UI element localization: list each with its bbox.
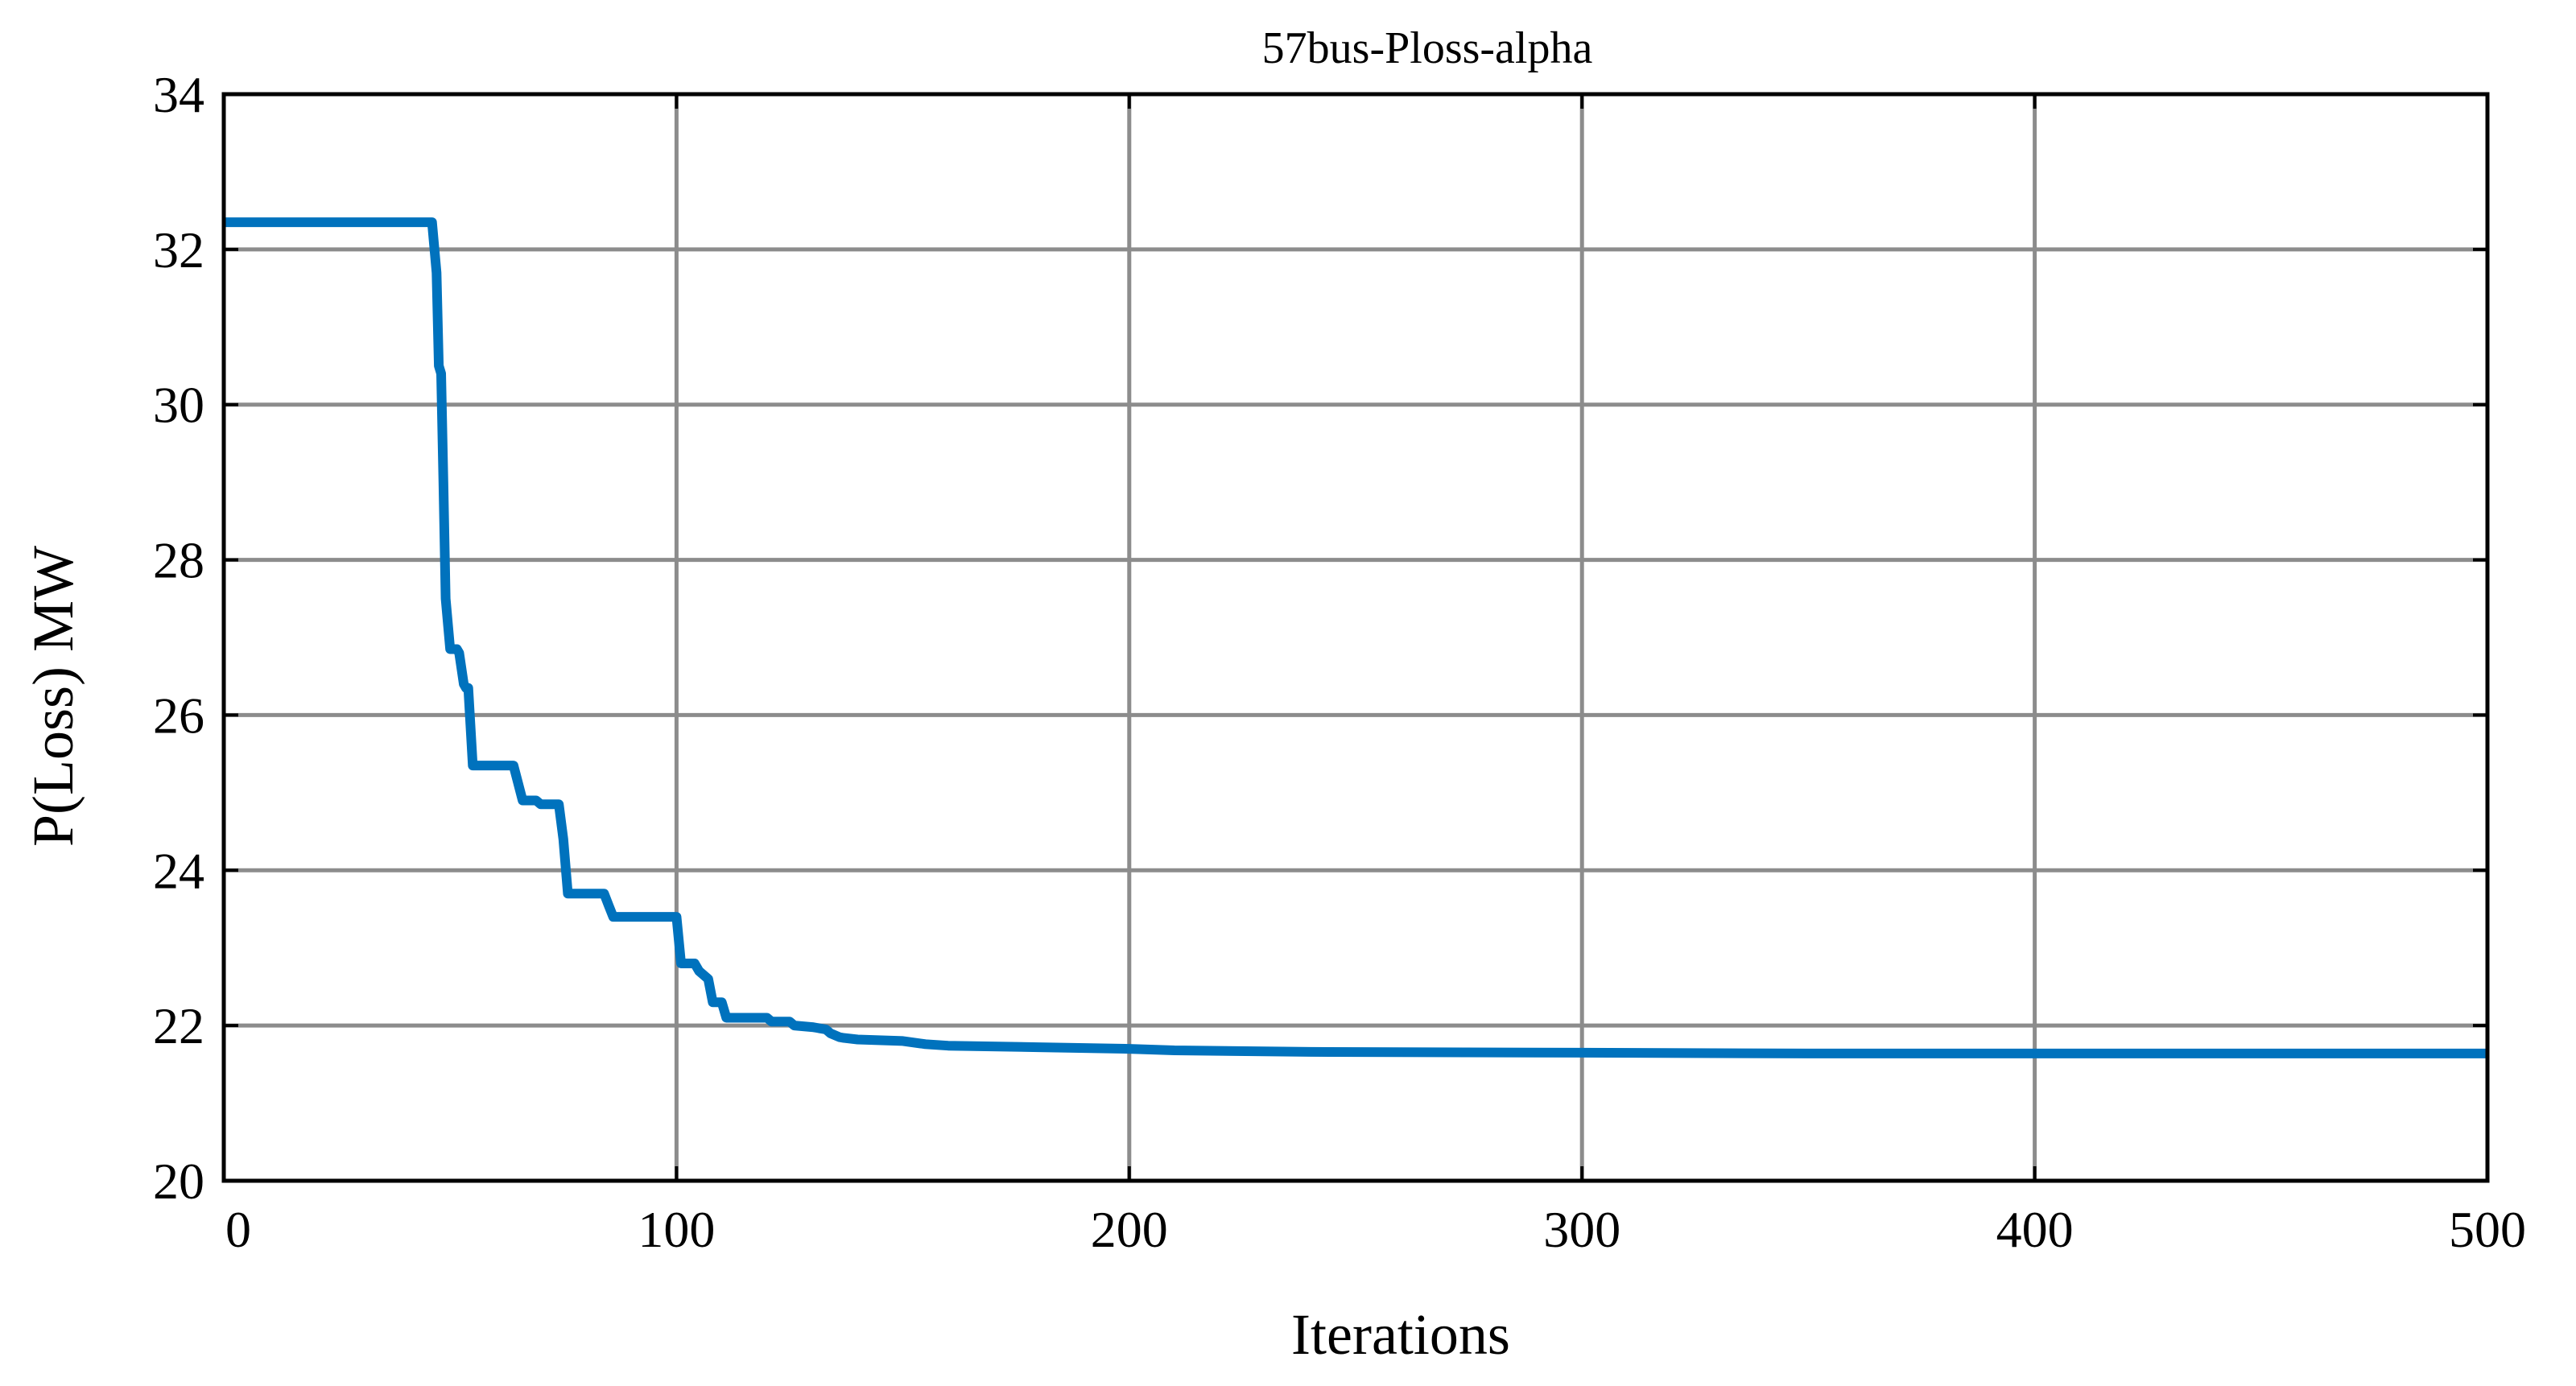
x-axis-title: Iterations (1291, 1302, 1510, 1367)
x-tick-label: 0 (225, 1201, 251, 1258)
grid (224, 94, 2487, 1181)
plot-frame (221, 92, 2490, 1183)
x-tick-label: 500 (2449, 1201, 2526, 1258)
tick-marks (222, 93, 2489, 1182)
x-tick-label: 400 (1996, 1201, 2074, 1258)
y-tick-label: 24 (153, 842, 204, 899)
series-line (224, 217, 2487, 1058)
y-tick-label: 34 (153, 66, 204, 123)
x-tick-label: 300 (1543, 1201, 1620, 1258)
x-tick-label: 200 (1091, 1201, 1168, 1258)
tick-labels: 0 100 200 300 400 500 20 22 24 26 28 30 32 34 (153, 66, 2526, 1258)
chart-title: 57bus-Ploss-alpha (1262, 23, 1593, 73)
x-tick-label: 100 (638, 1201, 715, 1258)
y-tick-label: 30 (153, 377, 204, 434)
y-tick-label: 20 (153, 1153, 204, 1210)
y-tick-label: 26 (153, 687, 204, 744)
y-tick-label: 22 (153, 997, 204, 1054)
y-tick-label: 28 (153, 532, 204, 589)
series-layer (224, 217, 2487, 1058)
y-tick-label: 32 (153, 221, 204, 278)
y-axis-title: P(Loss) MW (21, 546, 85, 847)
